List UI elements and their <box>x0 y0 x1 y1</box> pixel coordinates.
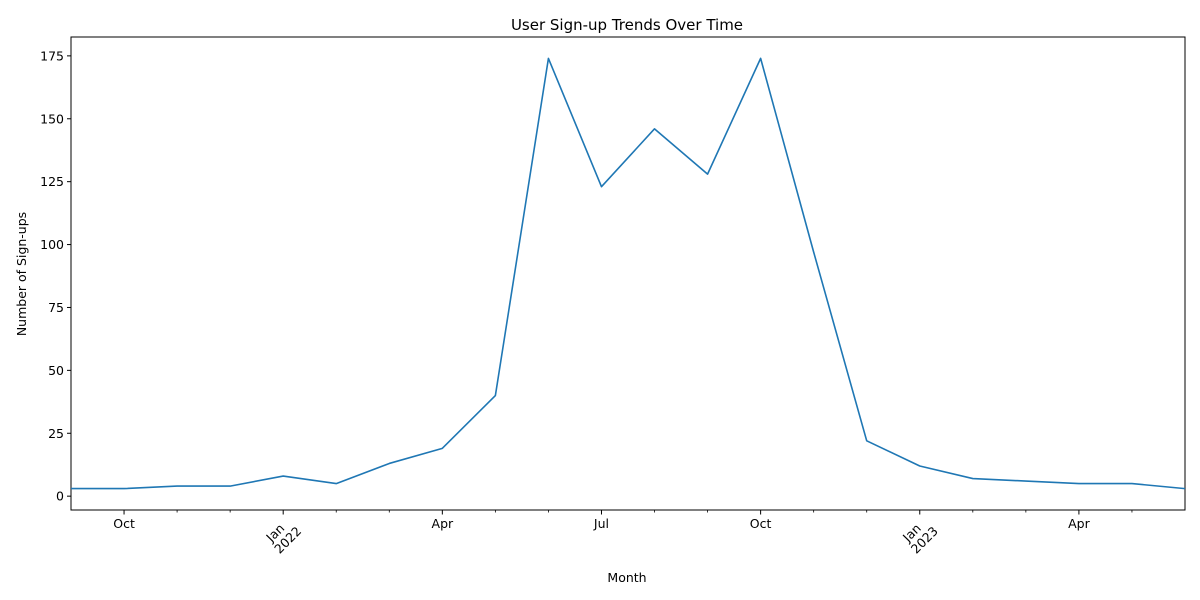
y-tick-label: 125 <box>40 174 64 189</box>
chart-title: User Sign-up Trends Over Time <box>511 16 743 34</box>
x-tick-label: Oct <box>750 516 772 531</box>
y-tick-label: 175 <box>40 48 64 63</box>
plot-area: 0 25 50 75 100 125 150 175 Oct Jan2022 Apr Jul Oct Ja… <box>40 36 1186 556</box>
series-line <box>71 57 1186 490</box>
y-tick-label: 25 <box>48 426 64 441</box>
x-axis-label: Month <box>607 570 646 585</box>
y-axis-label: Number of Sign-ups <box>14 212 29 336</box>
y-tick-label: 0 <box>56 489 64 504</box>
x-tick-label: Apr <box>432 516 454 531</box>
y-tick-label: 150 <box>40 111 64 126</box>
x-tick-label: Oct <box>113 516 135 531</box>
x-tick-label: Jan2022 <box>261 513 304 556</box>
plot-frame <box>70 36 1186 511</box>
y-tick-label: 75 <box>48 300 64 315</box>
y-tick-label: 100 <box>40 237 64 252</box>
x-tick-label: Jul <box>593 516 609 531</box>
x-tick-label: Apr <box>1068 516 1090 531</box>
y-tick-label: 50 <box>48 363 64 378</box>
x-tick-label: Jan2023 <box>898 513 941 556</box>
